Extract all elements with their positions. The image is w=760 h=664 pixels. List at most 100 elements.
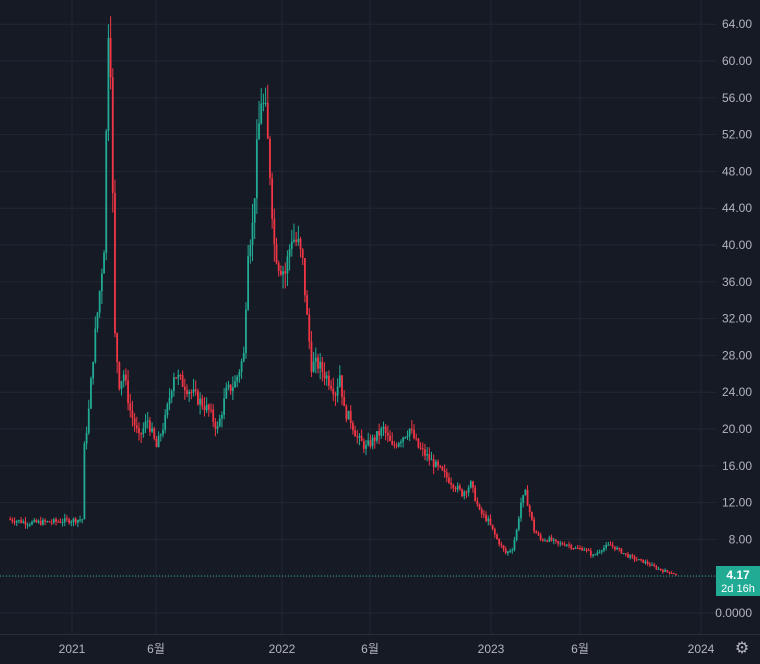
candle-body (162, 429, 164, 435)
candle-body (592, 554, 594, 556)
candle-body (266, 102, 269, 139)
candle-body (354, 430, 356, 437)
candle-body (376, 431, 378, 441)
grid-lines (0, 0, 716, 634)
candle-body (434, 461, 437, 468)
candle-body (648, 563, 651, 566)
candle-body (640, 559, 642, 561)
candle-body (637, 559, 640, 561)
candle-body (11, 519, 14, 522)
candle-body (212, 409, 215, 422)
x-tick-label: 2021 (59, 642, 86, 656)
candle-body (581, 548, 584, 551)
candle-body (107, 38, 110, 132)
candle-body (197, 391, 199, 405)
candle-body (452, 484, 455, 489)
candle-body (367, 440, 370, 445)
candle-body (624, 553, 627, 555)
candle-body (164, 415, 167, 430)
candle-body (175, 377, 177, 379)
candle-body (68, 519, 71, 524)
candle-body (596, 552, 599, 555)
candle-body (336, 386, 339, 396)
candle-body (81, 519, 84, 521)
candle-body (642, 559, 645, 563)
candle-body (52, 519, 55, 523)
candle-body (166, 404, 169, 416)
candle-body (437, 461, 439, 466)
candle-body (616, 548, 618, 550)
candle-body (96, 312, 99, 329)
candle-body (148, 420, 151, 432)
candle-body (550, 537, 553, 541)
candle-body (301, 249, 304, 259)
candle-body (323, 371, 326, 379)
candle-body (430, 459, 433, 461)
candle-body (507, 551, 509, 554)
candle-body (369, 440, 372, 447)
candle-body (297, 238, 300, 243)
candle-body (72, 518, 75, 522)
candle-body (513, 539, 516, 551)
candle-body (520, 502, 522, 519)
gear-icon[interactable]: ⚙ (734, 640, 750, 657)
candle-body (535, 531, 538, 534)
candle-body (79, 519, 81, 521)
candle-body (218, 418, 221, 427)
candle-body (159, 434, 162, 436)
candle-body (539, 535, 542, 540)
candle-body (456, 485, 459, 490)
candle-body (428, 454, 431, 460)
candle-body (231, 387, 234, 392)
candle-body (651, 564, 653, 566)
candle-body (358, 435, 361, 438)
candle-body (124, 374, 127, 381)
candle-body (561, 543, 564, 545)
candle-body (622, 553, 625, 555)
candle-body (563, 544, 566, 546)
candle-body (356, 436, 359, 438)
candle-body (290, 241, 293, 249)
y-tick-label: 36.00 (722, 275, 752, 289)
candle-body (426, 454, 429, 456)
time-axis[interactable]: 2021 6월 2022 6월 2023 6월 2024 (59, 642, 715, 656)
candle-body (22, 521, 25, 523)
bar-countdown: 2d 16h (721, 583, 755, 595)
candle-body (273, 218, 276, 245)
candle-body (386, 432, 389, 436)
candle-body (131, 410, 134, 418)
candle-body (157, 435, 160, 448)
candle-body (321, 361, 324, 372)
candle-body (18, 520, 20, 522)
candle-body (613, 546, 616, 550)
candle-body (478, 504, 481, 510)
candle-body (445, 472, 448, 478)
candle-body (251, 222, 254, 246)
candle-body (221, 414, 223, 419)
candle-body (454, 488, 457, 490)
candle-body (646, 561, 649, 564)
candle-body (42, 520, 44, 525)
candle-body (341, 375, 343, 398)
candle-body (589, 550, 592, 556)
candle-body (424, 449, 426, 456)
candle-body (347, 410, 350, 420)
candle-body (105, 131, 108, 254)
candle-body (557, 541, 560, 544)
candle-body (87, 408, 90, 433)
candle-body (389, 435, 391, 441)
candle-body (122, 374, 125, 382)
candle-body (659, 568, 662, 571)
candle-body (234, 381, 236, 388)
candle-body (317, 357, 319, 369)
candle-body (253, 198, 256, 223)
candle-body (493, 528, 496, 535)
candle-body (393, 444, 396, 446)
price-axis[interactable]: 0.00004.008.0012.0016.0020.0024.0028.003… (715, 17, 752, 620)
candle-body (343, 397, 346, 407)
y-tick-label: 44.00 (722, 201, 752, 215)
candle-body (240, 361, 243, 372)
candle-body (144, 421, 147, 429)
candle-body (618, 548, 621, 550)
